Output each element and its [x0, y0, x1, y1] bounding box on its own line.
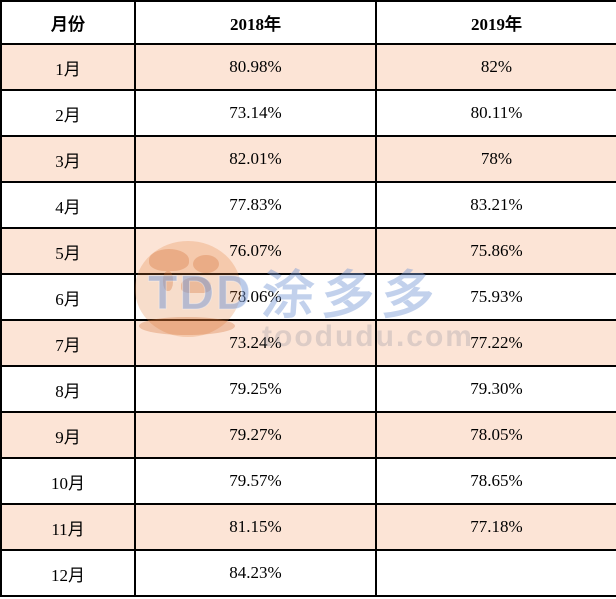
- value-cell-2018: 73.24%: [134, 319, 377, 367]
- value-cell-2018: 84.23%: [134, 549, 377, 597]
- value-cell-2019: 78%: [375, 135, 616, 183]
- table-row: 1月 80.98% 82%: [0, 43, 616, 91]
- value-cell-2018: 79.57%: [134, 457, 377, 505]
- column-header-2019: 2019年: [375, 0, 616, 45]
- value-cell-2019: 77.22%: [375, 319, 616, 367]
- value-cell-2018: 77.83%: [134, 181, 377, 229]
- value-cell-2018: 76.07%: [134, 227, 377, 275]
- value-cell-2018: 73.14%: [134, 89, 377, 137]
- value-cell-2018: 80.98%: [134, 43, 377, 91]
- value-cell-2019: 78.65%: [375, 457, 616, 505]
- value-cell-2019: 83.21%: [375, 181, 616, 229]
- month-cell: 5月: [0, 227, 136, 275]
- value-cell-2019: 77.18%: [375, 503, 616, 551]
- table-row: 12月 84.23%: [0, 549, 616, 597]
- column-header-2018: 2018年: [134, 0, 377, 45]
- month-cell: 2月: [0, 89, 136, 137]
- table-row: 7月 73.24% 77.22%: [0, 319, 616, 367]
- value-cell-2019: 75.93%: [375, 273, 616, 321]
- month-cell: 6月: [0, 273, 136, 321]
- value-cell-2019: 82%: [375, 43, 616, 91]
- value-cell-2019: 75.86%: [375, 227, 616, 275]
- month-cell: 9月: [0, 411, 136, 459]
- table-row: 6月 78.06% 75.93%: [0, 273, 616, 321]
- table-row: 2月 73.14% 80.11%: [0, 89, 616, 137]
- value-cell-2018: 79.25%: [134, 365, 377, 413]
- value-cell-2019: 80.11%: [375, 89, 616, 137]
- month-cell: 8月: [0, 365, 136, 413]
- value-cell-2019: 79.30%: [375, 365, 616, 413]
- table-row: 5月 76.07% 75.86%: [0, 227, 616, 275]
- header-row: 月份 2018年 2019年: [0, 0, 616, 45]
- month-cell: 12月: [0, 549, 136, 597]
- table-row: 3月 82.01% 78%: [0, 135, 616, 183]
- value-cell-2018: 81.15%: [134, 503, 377, 551]
- table-row: 11月 81.15% 77.18%: [0, 503, 616, 551]
- month-cell: 3月: [0, 135, 136, 183]
- value-cell-2019: 78.05%: [375, 411, 616, 459]
- value-cell-2018: 79.27%: [134, 411, 377, 459]
- table-row: 4月 77.83% 83.21%: [0, 181, 616, 229]
- month-cell: 7月: [0, 319, 136, 367]
- table-row: 8月 79.25% 79.30%: [0, 365, 616, 413]
- value-cell-2019: [375, 549, 616, 597]
- month-cell: 10月: [0, 457, 136, 505]
- month-cell: 11月: [0, 503, 136, 551]
- column-header-month: 月份: [0, 0, 136, 45]
- value-cell-2018: 82.01%: [134, 135, 377, 183]
- table-row: 10月 79.57% 78.65%: [0, 457, 616, 505]
- month-cell: 1月: [0, 43, 136, 91]
- table-row: 9月 79.27% 78.05%: [0, 411, 616, 459]
- value-cell-2018: 78.06%: [134, 273, 377, 321]
- month-cell: 4月: [0, 181, 136, 229]
